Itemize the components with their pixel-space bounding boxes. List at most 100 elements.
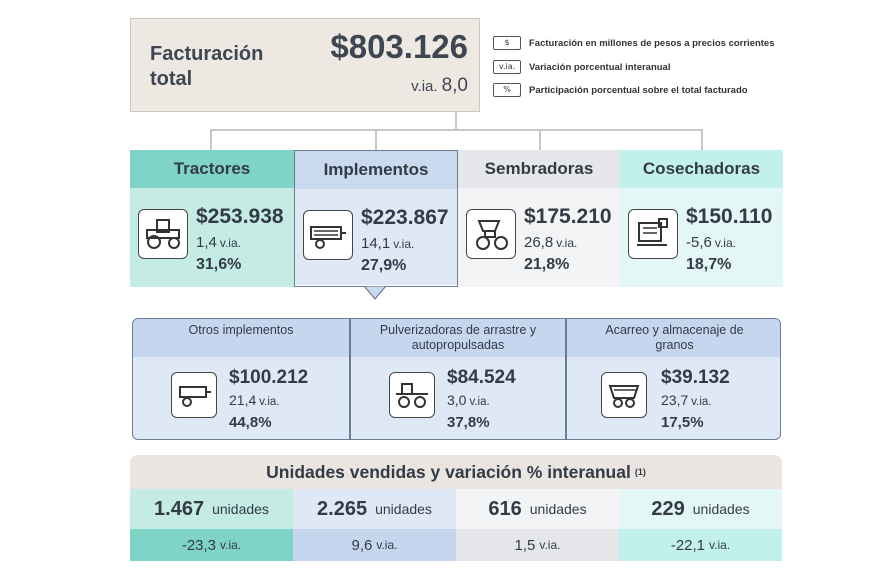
total-billing-box bbox=[130, 18, 480, 112]
sub-category-otros: Otros implementos $100.212 21,4 v.ia. 44,… bbox=[133, 319, 349, 439]
category-value: $223.867 bbox=[361, 206, 449, 229]
divider bbox=[349, 319, 351, 439]
units-footnote: (1) bbox=[634, 467, 646, 477]
category-title: Cosechadoras bbox=[620, 150, 783, 188]
legend-item-share: % Participación porcentual sobre el tota… bbox=[493, 82, 748, 98]
sub-category-via: 23,7 v.ia. bbox=[661, 392, 712, 408]
category-card-cosechadoras: Cosechadoras $150.110 -5,6 v.ia. 18,7% bbox=[620, 150, 783, 287]
sub-category-acarreo: Acarreo y almacenaje de granos $39.132 2… bbox=[567, 319, 780, 439]
units-title-text: Unidades vendidas y variación % interanu… bbox=[266, 461, 631, 482]
category-value: $150.110 bbox=[686, 205, 773, 228]
category-share: 27,9% bbox=[361, 257, 407, 274]
total-via-label: v.ia. bbox=[411, 78, 438, 95]
sub-category-title: Pulverizadoras de arrastre y autopropuls… bbox=[351, 319, 565, 357]
connector-line bbox=[210, 129, 703, 131]
units-label: unidades bbox=[529, 501, 587, 517]
sub-category-via: 3,0 v.ia. bbox=[447, 392, 490, 408]
category-via: 14,1 v.ia. bbox=[361, 235, 414, 252]
units-via-label: v.ia. bbox=[539, 538, 561, 552]
units-tractores: 1.467 unidades -23,3 v.ia. bbox=[130, 489, 293, 561]
category-share: 21,8% bbox=[524, 256, 570, 273]
seeder-icon bbox=[466, 209, 516, 259]
implement-icon bbox=[303, 210, 353, 260]
connector-line bbox=[455, 112, 457, 130]
units-label: unidades bbox=[375, 501, 432, 517]
total-value: $803.126 bbox=[330, 28, 468, 65]
grain-cart-icon bbox=[601, 372, 647, 418]
units-via-value: -22,1 bbox=[670, 536, 706, 554]
category-share: 31,6% bbox=[196, 256, 242, 273]
units-sembradoras: 616 unidades 1,5 v.ia. bbox=[456, 489, 619, 561]
category-via-value: 1,4 bbox=[196, 234, 217, 251]
units-via-value: 9,6 bbox=[351, 536, 373, 554]
category-card-tractores: Tractores $253.938 1,4 v.ia. 31,6% bbox=[130, 150, 294, 287]
units-section-title: Unidades vendidas y variación % interanu… bbox=[130, 455, 782, 489]
category-via: 1,4 v.ia. bbox=[196, 234, 241, 251]
category-via: 26,8 v.ia. bbox=[524, 234, 577, 251]
sprayer-icon bbox=[389, 372, 435, 418]
sub-category-via-label: v.ia. bbox=[469, 396, 490, 408]
category-via-label: v.ia. bbox=[393, 237, 415, 251]
legend-item-currency: $ Facturación en millones de pesos a pre… bbox=[493, 35, 775, 51]
category-title: Tractores bbox=[130, 150, 294, 188]
implements-breakdown: Otros implementos $100.212 21,4 v.ia. 44,… bbox=[132, 318, 781, 440]
sub-category-value: $84.524 bbox=[447, 367, 516, 388]
sub-category-via-value: 23,7 bbox=[661, 392, 689, 408]
units-count: 1.467 bbox=[154, 497, 205, 520]
sub-category-title: Otros implementos bbox=[133, 319, 349, 357]
sub-category-via: 21,4 v.ia. bbox=[229, 392, 280, 408]
sub-category-value: $39.132 bbox=[661, 367, 730, 388]
units-implementos: 2.265 unidades 9,6 v.ia. bbox=[293, 489, 456, 561]
sub-category-via-value: 3,0 bbox=[447, 392, 467, 408]
units-label: unidades bbox=[692, 501, 750, 517]
units-cosechadoras: 229 unidades -22,1 v.ia. bbox=[619, 489, 782, 561]
category-title: Implementos bbox=[295, 151, 457, 189]
legend-text: Variación porcentual interanual bbox=[529, 61, 671, 73]
units-via-label: v.ia. bbox=[376, 538, 398, 552]
connector-line bbox=[375, 129, 377, 150]
sub-category-pulverizadoras: Pulverizadoras de arrastre y autopropuls… bbox=[351, 319, 565, 439]
sub-category-share: 17,5% bbox=[661, 414, 704, 431]
total-title: Facturación total bbox=[150, 43, 264, 90]
units-label: unidades bbox=[212, 501, 269, 517]
category-via-value: 14,1 bbox=[361, 235, 391, 252]
category-value: $175.210 bbox=[524, 205, 612, 228]
units-via-value: 1,5 bbox=[514, 536, 536, 554]
total-via-value: 8,0 bbox=[441, 75, 468, 96]
category-via-value: -5,6 bbox=[686, 234, 712, 251]
units-via-label: v.ia. bbox=[709, 538, 731, 552]
category-via-label: v.ia. bbox=[714, 236, 736, 250]
sub-category-via-label: v.ia. bbox=[259, 396, 280, 408]
units-count: 616 bbox=[488, 497, 522, 520]
sub-category-share: 37,8% bbox=[447, 414, 490, 431]
units-via-label: v.ia. bbox=[220, 538, 242, 552]
divider bbox=[565, 319, 567, 439]
category-value: $253.938 bbox=[196, 205, 284, 228]
legend-key: $ bbox=[493, 36, 521, 50]
category-via-value: 26,8 bbox=[524, 234, 554, 251]
legend-text: Facturación en millones de pesos a preci… bbox=[529, 37, 775, 49]
category-card-implementos: Implementos $223.867 14,1 v.ia. 27,9% bbox=[294, 150, 458, 287]
legend-text: Participación porcentual sobre el total … bbox=[529, 84, 748, 96]
trailer-implement-icon bbox=[171, 372, 217, 418]
connector-line bbox=[210, 129, 212, 150]
connector-line bbox=[539, 129, 541, 150]
sub-category-value: $100.212 bbox=[229, 367, 309, 388]
category-via: -5,6 v.ia. bbox=[686, 234, 736, 251]
category-title: Sembradoras bbox=[458, 150, 620, 188]
legend-key: v.ia. bbox=[493, 60, 521, 74]
legend-key: % bbox=[493, 83, 521, 97]
sub-category-share: 44,8% bbox=[229, 414, 272, 431]
connector-line bbox=[701, 129, 703, 150]
sub-category-via-value: 21,4 bbox=[229, 392, 257, 408]
harvester-icon bbox=[628, 209, 678, 259]
sub-category-title: Acarreo y almacenaje de granos bbox=[567, 319, 780, 357]
units-count: 229 bbox=[651, 497, 685, 520]
legend-item-variation: v.ia. Variación porcentual interanual bbox=[493, 59, 670, 75]
tractor-icon bbox=[138, 209, 188, 259]
pointer-triangle bbox=[364, 286, 386, 300]
category-via-label: v.ia. bbox=[219, 236, 241, 250]
category-via-label: v.ia. bbox=[556, 236, 578, 250]
sub-category-via-label: v.ia. bbox=[691, 396, 712, 408]
category-card-sembradoras: Sembradoras $175.210 26,8 v.ia. 21,8% bbox=[458, 150, 620, 287]
